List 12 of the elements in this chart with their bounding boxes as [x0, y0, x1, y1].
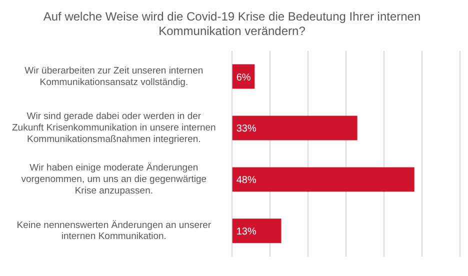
bar	[232, 116, 358, 140]
y-tick-label: Wir sind gerade dabei oder werden in der Zukunft Krisenkommunikation in unsere internen Kommunikationsmaßnahmen integrieren.	[12, 111, 216, 145]
data-label: 48%	[236, 175, 256, 186]
bar	[232, 218, 282, 244]
y-tick-label: Keine nennenswerten Änderungen an unserer internen Kommunikation.	[16, 220, 212, 242]
bar	[232, 167, 414, 192]
chart-title: Auf welche Weise wird die Covid-19 Krise die Bedeutung Ihrer internen Kommunikation verändern?	[43, 10, 421, 38]
data-label: 33%	[236, 124, 256, 135]
data-label: 13%	[236, 226, 256, 238]
y-tick-label: Wir haben einige moderate Änderungen vorgenommen, um uns an die gegenwärtige Krise anzupassen.	[21, 162, 207, 196]
data-label: 6%	[236, 72, 251, 84]
y-tick-label: Wir überarbeiten zur Zeit unseren internen Kommunikationsansatz vollständig.	[24, 65, 204, 88]
